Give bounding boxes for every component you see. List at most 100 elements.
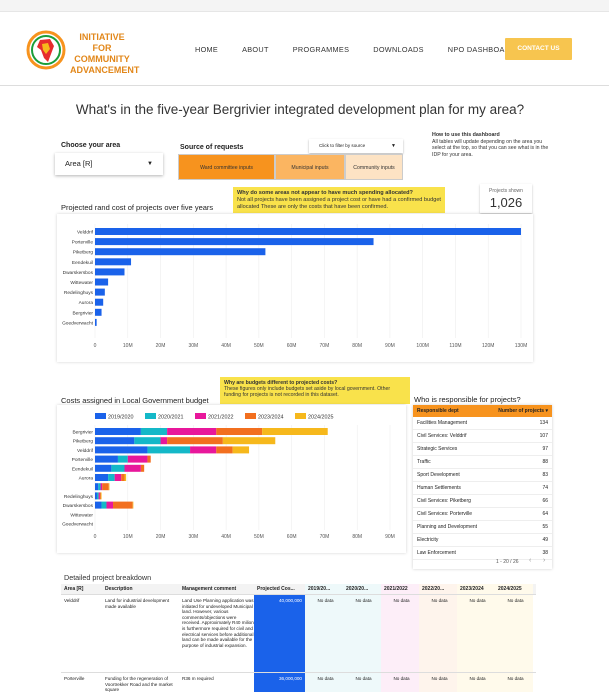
source-municipal-button[interactable]: Municipal inputs [275, 154, 345, 180]
nav-downloads[interactable]: DOWNLOADS [373, 45, 424, 54]
detail-cell: No data [343, 673, 381, 692]
table-row[interactable]: Civil Services: Porterville 64 [413, 508, 552, 521]
bar [95, 268, 125, 276]
dept-cell: Sport Development [417, 472, 460, 478]
bar-segment [134, 437, 161, 445]
detail-col-header[interactable]: Description [105, 586, 133, 592]
count-cell: 38 [542, 550, 548, 556]
nav-about[interactable]: ABOUT [242, 45, 269, 54]
detail-col-header[interactable]: 2022/20... [419, 584, 457, 594]
table-row[interactable]: Civil Services: Piketberg 66 [413, 495, 552, 508]
detail-col-header[interactable]: 2024/2025 [495, 584, 533, 594]
how-to-note: How to use this dashboard All tables wil… [432, 132, 550, 158]
spending-note: Why do some areas not appear to have muc… [233, 187, 445, 213]
nav-programmes[interactable]: PROGRAMMES [292, 45, 350, 54]
table-row[interactable]: Sport Development 83 [413, 469, 552, 482]
bar-segment [108, 474, 115, 481]
detail-table-header: Area [R] Description Management comment Pro… [61, 584, 536, 595]
x-tick-label: 10M [123, 534, 133, 540]
bar-segment [222, 437, 276, 445]
x-tick-label: 10M [123, 343, 133, 349]
chevron-left-icon[interactable]: ‹ [529, 557, 532, 564]
responsible-table: Responsible dept Number of projects ▾ Fa… [413, 405, 552, 569]
col-responsible-dept[interactable]: Responsible dept [417, 408, 459, 414]
legend-swatch [195, 413, 206, 419]
category-label: Wittewater [70, 280, 93, 286]
legend-label: 2020/2021 [158, 415, 183, 421]
nav-home[interactable]: HOME [195, 45, 219, 54]
detail-col-header[interactable]: 2021/2022 [381, 584, 419, 594]
source-filter-dropdown[interactable]: Click to filter by source ▼ [309, 139, 403, 153]
bar-segment [98, 492, 100, 500]
detail-col-header[interactable]: Management comment [182, 586, 237, 592]
table-row[interactable]: Velddrif Land for industrial development … [61, 595, 536, 673]
table-row[interactable]: Planning and Development 55 [413, 521, 552, 534]
browser-strip [0, 0, 609, 12]
detail-col-header[interactable]: Area [R] [64, 586, 84, 592]
category-label: Redelinghuys [64, 494, 94, 500]
area-select[interactable]: Area [R] ▼ [55, 153, 163, 175]
detail-col-header[interactable]: 2020/20... [343, 584, 381, 594]
category-label: Porterville [72, 457, 94, 463]
brand-name[interactable]: INITIATIVE FOR COMMUNITY ADVANCEMENT [70, 32, 139, 76]
table-row[interactable]: Strategic Services 97 [413, 443, 552, 456]
budget-svg: 2019/2020 2020/2021 2021/2022 2023/2024 2024… [62, 413, 395, 540]
x-tick-label: 30M [188, 343, 198, 349]
x-tick-label: 70M [320, 343, 330, 349]
count-cell: 107 [539, 433, 548, 439]
bar-segment [100, 492, 102, 500]
category-label: Goedverwacht [62, 522, 94, 528]
legend-swatch [95, 413, 106, 419]
brand-line-1: INITIATIVE FOR [79, 32, 125, 53]
contact-button[interactable]: CONTACT US [505, 38, 572, 60]
source-buttons: Ward committee inputs Municipal inputs C… [178, 154, 403, 180]
table-row[interactable]: Electricity 49 [413, 534, 552, 547]
caret-down-icon: ▼ [147, 161, 153, 167]
detail-col-header[interactable]: 2019/20... [305, 584, 343, 594]
detail-cell: No data [343, 595, 381, 672]
category-label: Velddrif [77, 448, 94, 454]
category-label: Piketberg [73, 250, 94, 256]
chevron-right-icon[interactable]: › [543, 557, 546, 564]
bar [95, 308, 102, 316]
table-row[interactable]: Facilities Management 134 [413, 417, 552, 430]
legend-label: 2021/2022 [208, 415, 233, 421]
source-label: Source of requests [180, 144, 244, 151]
bar [95, 278, 109, 286]
bar-segment [140, 428, 168, 435]
nav-npo-dashboards[interactable]: NPO DASHBOARDS [447, 45, 521, 54]
table-row[interactable]: Traffic 88 [413, 456, 552, 469]
detail-col-header[interactable]: Projected Cos... [257, 586, 295, 592]
bar [95, 228, 521, 235]
dept-cell: Civil Services: Piketberg [417, 498, 471, 504]
table-row[interactable]: Law Enforcement 38 [413, 547, 552, 560]
chart2-title: Costs assigned in Local Government budge… [61, 396, 209, 405]
logo-icon[interactable] [26, 30, 66, 70]
bar-segment [99, 492, 101, 500]
bar-segment [96, 492, 99, 500]
bar-segment [140, 464, 145, 472]
dept-cell: Civil Services: Velddrif [417, 433, 467, 439]
col-number-of-projects[interactable]: Number of projects ▾ [498, 408, 548, 414]
table-row[interactable]: Human Settlements 74 [413, 482, 552, 495]
bar-segment [117, 455, 128, 463]
bar-segment [108, 483, 110, 491]
bar-segment [127, 455, 148, 463]
source-ward-button[interactable]: Ward committee inputs [178, 154, 275, 180]
table-row[interactable]: Civil Services: Velddrif 107 [413, 430, 552, 443]
legend-swatch [145, 413, 156, 419]
category-label: Eendekuil [72, 466, 93, 472]
budget-note: Why are budgets different to projected c… [220, 377, 410, 404]
detail-cell: R36 m required [182, 676, 214, 681]
source-community-button[interactable]: Community inputs [345, 154, 403, 180]
dept-cell: Human Settlements [417, 485, 461, 491]
bar-segment [95, 428, 141, 435]
source-filter-placeholder: Click to filter by source [319, 143, 366, 148]
table-row[interactable]: Porterville Funding for the regeneration … [61, 673, 536, 692]
x-tick-label: 60M [287, 343, 297, 349]
category-label: Velddrif [77, 230, 94, 236]
detail-cell: No data [305, 673, 343, 692]
spending-note-text: Not all projects have been assigned a pr… [237, 196, 441, 210]
detail-col-header[interactable]: 2023/2024 [457, 584, 495, 594]
x-tick-label: 60M [287, 534, 297, 540]
